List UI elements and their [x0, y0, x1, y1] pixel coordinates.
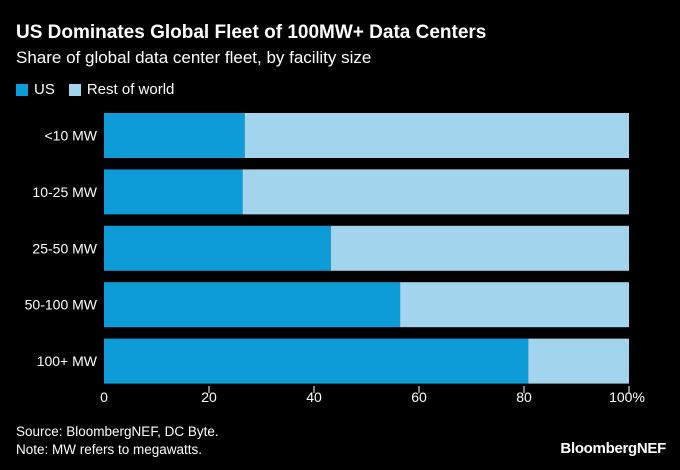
bar-us — [104, 282, 401, 328]
category-label: 25-50 MW — [32, 240, 97, 256]
x-tick-label: 0 — [100, 389, 108, 405]
bar-rest-of-world — [400, 282, 629, 328]
bar-us — [104, 338, 529, 384]
x-tick-label: 20 — [201, 389, 217, 405]
category-label: 100+ MW — [37, 353, 98, 369]
category-label: <10 MW — [44, 128, 97, 144]
x-tick-label: 80 — [516, 389, 532, 405]
bar-rest-of-world — [528, 338, 629, 384]
x-tick-label: 40 — [306, 389, 322, 405]
x-tick-label: 60 — [411, 389, 427, 405]
footnote: Note: MW refers to megawatts. — [16, 442, 203, 457]
legend-item-rest-of-world: Rest of world — [68, 81, 175, 98]
chart-subtitle: Share of global data center fleet, by fa… — [16, 48, 372, 67]
source-note: Source: BloombergNEF, DC Byte. — [16, 424, 219, 439]
bar-rest-of-world — [244, 113, 629, 158]
bar-rest-of-world — [330, 225, 629, 271]
category-label: 10-25 MW — [32, 184, 97, 200]
category-label: 50-100 MW — [25, 297, 98, 313]
bar-us — [104, 169, 243, 215]
legend: US Rest of world — [16, 81, 174, 98]
legend-label: Rest of world — [86, 81, 175, 98]
legend-label: US — [34, 81, 55, 98]
x-tick-label: 100% — [609, 389, 645, 405]
legend-swatch-us — [16, 83, 28, 96]
brand-logo: BloombergNEF — [560, 440, 666, 457]
chart-title: US Dominates Global Fleet of 100MW+ Data… — [16, 22, 487, 43]
bar-rest-of-world — [242, 169, 629, 215]
bar-us — [104, 113, 245, 158]
legend-item-us: US — [16, 81, 55, 98]
legend-swatch-rest-of-world — [68, 83, 81, 96]
bar-us — [104, 225, 331, 271]
